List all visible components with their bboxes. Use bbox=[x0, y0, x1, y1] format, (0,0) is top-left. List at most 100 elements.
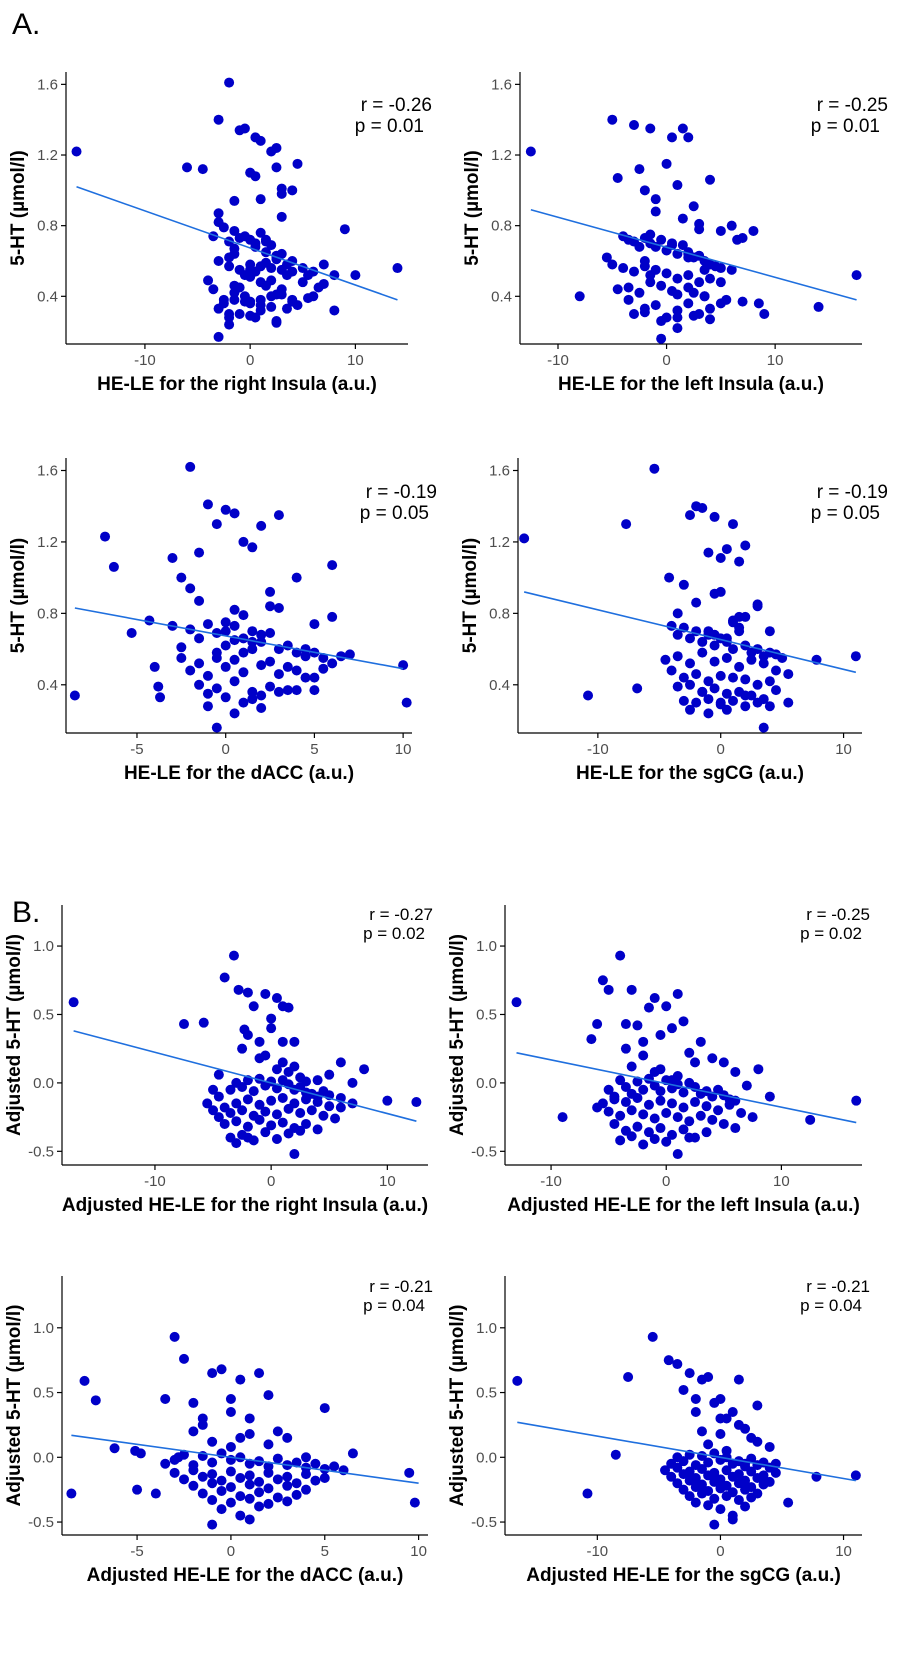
data-point bbox=[638, 1084, 649, 1095]
data-point bbox=[289, 1036, 300, 1047]
data-point bbox=[649, 1134, 660, 1144]
data-point bbox=[291, 665, 302, 676]
data-point bbox=[260, 1127, 271, 1138]
data-point bbox=[188, 1426, 199, 1437]
data-point bbox=[244, 1458, 255, 1469]
data-point bbox=[250, 171, 261, 182]
correlation-p: p = 0.05 bbox=[360, 503, 429, 524]
data-point bbox=[312, 1124, 323, 1135]
correlation-p: p = 0.04 bbox=[363, 1296, 425, 1315]
x-tick-label: -10 bbox=[587, 741, 609, 758]
y-tick-label: 1.6 bbox=[491, 76, 512, 93]
data-point bbox=[734, 661, 745, 672]
correlation-r: r = -0.19 bbox=[817, 482, 888, 503]
data-point bbox=[639, 255, 650, 266]
y-tick-label: 0.5 bbox=[33, 1006, 54, 1023]
data-point bbox=[690, 1497, 701, 1508]
data-point bbox=[666, 1075, 677, 1086]
data-point bbox=[319, 1403, 330, 1414]
data-point bbox=[726, 220, 737, 231]
scatter-panel-5: -0.5 0.0 0.5 1.0 -10 0 10 Adjusted HE-LE for th… bbox=[4, 905, 433, 1216]
data-point bbox=[721, 1465, 732, 1476]
data-point bbox=[656, 316, 667, 327]
data-point bbox=[666, 620, 677, 631]
data-point bbox=[283, 1103, 294, 1114]
data-point bbox=[701, 1101, 712, 1112]
data-point bbox=[224, 319, 235, 330]
data-point bbox=[287, 266, 298, 277]
data-point bbox=[301, 1118, 311, 1129]
data-point bbox=[684, 1116, 695, 1127]
data-point bbox=[851, 270, 862, 281]
x-tick-label: 0 bbox=[246, 352, 254, 369]
data-point bbox=[699, 291, 710, 302]
data-point bbox=[701, 1127, 712, 1138]
data-point bbox=[272, 1426, 283, 1437]
data-point bbox=[740, 701, 751, 712]
data-point bbox=[678, 695, 689, 706]
data-point bbox=[715, 263, 726, 274]
correlation-r: r = -0.26 bbox=[361, 95, 432, 116]
data-point bbox=[647, 1331, 658, 1342]
y-tick-label: 1.2 bbox=[489, 534, 510, 551]
data-point bbox=[254, 1114, 265, 1125]
data-point bbox=[211, 683, 222, 694]
data-point bbox=[632, 1020, 643, 1031]
data-point bbox=[672, 305, 683, 316]
y-axis-title: Adjusted 5-HT (µmol/l) bbox=[4, 1305, 25, 1507]
data-point bbox=[746, 654, 757, 665]
data-point bbox=[229, 676, 240, 687]
data-point bbox=[255, 227, 266, 238]
data-point bbox=[715, 1413, 726, 1424]
data-point bbox=[235, 1374, 246, 1385]
data-point bbox=[220, 617, 231, 628]
data-point bbox=[684, 1047, 695, 1058]
data-point bbox=[715, 298, 726, 309]
data-point bbox=[245, 264, 256, 275]
data-point bbox=[783, 697, 794, 708]
data-point bbox=[632, 1121, 643, 1132]
data-point bbox=[229, 195, 240, 206]
data-point bbox=[634, 287, 645, 298]
data-point bbox=[79, 1375, 90, 1386]
y-tick-label: -0.5 bbox=[28, 1514, 54, 1531]
data-point bbox=[392, 263, 403, 274]
data-point bbox=[643, 1099, 654, 1110]
data-point bbox=[247, 694, 258, 705]
data-point bbox=[732, 234, 743, 245]
correlation-r: r = -0.25 bbox=[806, 905, 870, 924]
data-point bbox=[607, 114, 618, 125]
data-point bbox=[289, 1149, 300, 1160]
data-point bbox=[229, 243, 240, 254]
data-point bbox=[703, 1457, 714, 1468]
scatter-panel-4: 0.4 0.8 1.2 1.6 -10 0 10 HE-LE for the sgCG (a.… bbox=[460, 458, 888, 784]
data-point bbox=[638, 1109, 649, 1120]
data-point bbox=[301, 1484, 311, 1495]
x-tick-label: 5 bbox=[321, 1543, 329, 1560]
data-point bbox=[697, 686, 708, 697]
data-point bbox=[300, 651, 311, 662]
data-point bbox=[683, 132, 694, 143]
data-point bbox=[350, 270, 361, 281]
data-point bbox=[242, 1030, 253, 1040]
data-point bbox=[597, 975, 608, 986]
data-point bbox=[678, 1456, 689, 1467]
data-point bbox=[685, 658, 695, 669]
data-point bbox=[626, 984, 637, 995]
data-point bbox=[649, 1113, 660, 1124]
data-point bbox=[685, 679, 695, 690]
data-point bbox=[272, 1453, 283, 1464]
y-tick-label: 0.0 bbox=[476, 1449, 497, 1466]
data-point bbox=[291, 685, 302, 696]
data-point bbox=[746, 1492, 757, 1503]
x-tick-label: 0 bbox=[662, 352, 670, 369]
data-point bbox=[238, 610, 249, 621]
data-point bbox=[339, 224, 350, 235]
data-point bbox=[263, 1467, 274, 1478]
x-tick-label: -5 bbox=[130, 1543, 143, 1560]
data-point bbox=[727, 1471, 738, 1482]
data-point bbox=[220, 692, 231, 703]
y-axis-title: 5-HT (µmol/l) bbox=[462, 150, 483, 265]
data-point bbox=[218, 298, 229, 309]
y-tick-label: 1.0 bbox=[476, 1320, 497, 1337]
